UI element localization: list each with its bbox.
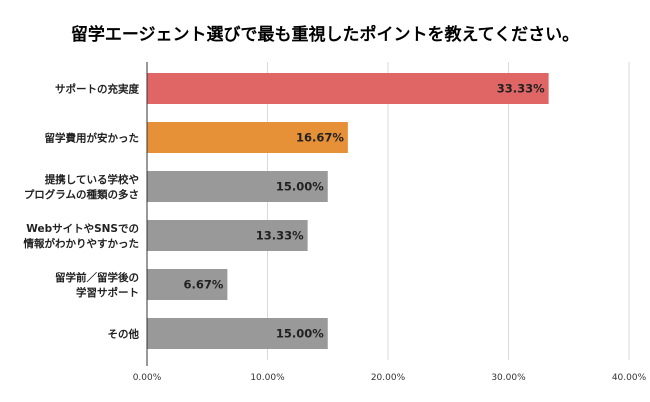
x-tick-label: 0.00% [133,373,162,383]
bar [147,122,348,153]
data-label: 16.67% [296,131,344,145]
category-label: 情報がわかりやすかった [24,237,140,250]
bar [147,220,308,251]
category-label: 提携している学校や [45,173,139,186]
data-label: 15.00% [276,180,324,194]
category-label: プログラムの種類の多さ [24,188,139,201]
bar [147,171,328,202]
x-tick-label: 20.00% [371,373,406,383]
category-label: その他 [108,328,140,341]
category-label: 留学前／留学後の [55,271,139,284]
bar [147,318,328,349]
x-tick-label: 30.00% [491,373,526,383]
category-label: 留学費用が安かった [45,132,140,145]
data-label: 15.00% [276,327,324,341]
data-label: 13.33% [256,229,304,243]
chart-title: 留学エージェント選びで最も重視したポイントを教えてください。 [70,25,580,45]
data-label: 33.33% [497,82,545,96]
x-tick-label: 40.00% [612,373,647,383]
data-label: 6.67% [183,278,223,292]
category-label: 学習サポート [76,286,139,299]
x-tick-label: 10.00% [250,373,285,383]
bar [147,269,228,300]
category-label: サポートの充実度 [55,83,139,96]
bar [147,73,549,104]
category-label: WebサイトやSNSでの [26,223,139,235]
